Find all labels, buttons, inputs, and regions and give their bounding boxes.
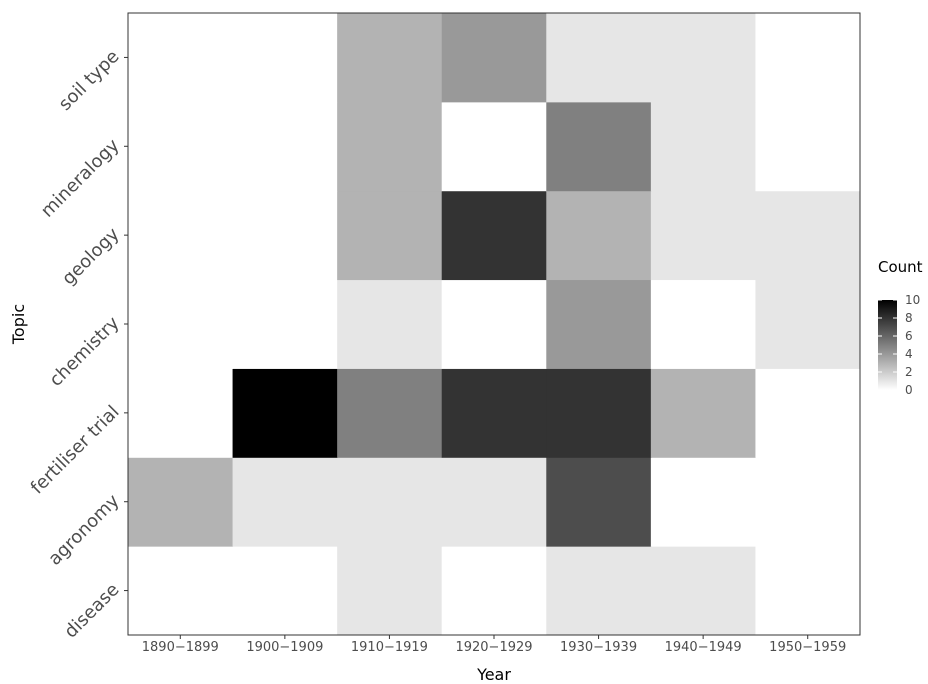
heatmap-cell xyxy=(128,190,234,281)
heatmap-cell xyxy=(755,101,861,192)
heatmap-cell xyxy=(650,279,756,369)
heatmap-cell xyxy=(337,457,443,547)
heatmap-cell xyxy=(441,457,547,547)
heatmap-cell xyxy=(755,190,861,281)
heatmap-cell xyxy=(755,368,861,458)
x-tick-label: 1950−1959 xyxy=(769,640,846,655)
heatmap-cell xyxy=(546,546,652,636)
x-tick-label: 1890−1899 xyxy=(142,640,219,655)
heatmap-cell xyxy=(232,279,338,369)
heatmap-cell xyxy=(546,101,652,192)
x-tick-label: 1920−1929 xyxy=(455,640,532,655)
heatmap-cell xyxy=(650,13,756,103)
heatmap-cell xyxy=(128,546,234,636)
heatmap-cell xyxy=(337,368,443,458)
legend-tick-label: 6 xyxy=(905,329,913,343)
heatmap-cells xyxy=(128,13,861,636)
x-tick-label: 1930−1939 xyxy=(560,640,637,655)
heatmap-cell xyxy=(650,368,756,458)
legend-title: Count xyxy=(878,258,923,276)
y-tick-label: soil type xyxy=(55,46,124,115)
heatmap-cell xyxy=(650,190,756,281)
heatmap-cell xyxy=(441,279,547,369)
heatmap-cell xyxy=(650,546,756,636)
heatmap-cell xyxy=(441,101,547,192)
heatmap-cell xyxy=(650,457,756,547)
x-tick-label: 1940−1949 xyxy=(665,640,742,655)
heatmap-cell xyxy=(337,13,443,103)
heatmap-cell xyxy=(232,368,338,458)
color-legend: Count 0 2 4 6 8 10 xyxy=(878,258,923,397)
heatmap-cell xyxy=(128,368,234,458)
y-tick-label: fertiliser trial xyxy=(27,402,124,499)
y-axis-title: Topic xyxy=(9,304,28,345)
heatmap-cell xyxy=(337,546,443,636)
x-tick-label: 1910−1919 xyxy=(351,640,428,655)
heatmap-cell xyxy=(441,368,547,458)
heatmap-cell xyxy=(755,457,861,547)
heatmap-cell xyxy=(128,457,234,547)
heatmap-cell xyxy=(232,457,338,547)
heatmap-cell xyxy=(232,190,338,281)
heatmap-cell xyxy=(232,101,338,192)
heatmap-cell xyxy=(337,190,443,281)
heatmap-cell xyxy=(546,457,652,547)
heatmap-cell xyxy=(441,546,547,636)
y-tick-label: chemistry xyxy=(45,312,123,390)
heatmap-cell xyxy=(546,368,652,458)
legend-tick-label: 8 xyxy=(905,311,913,325)
y-tick-label: geology xyxy=(58,224,124,290)
y-tick-label: mineralogy xyxy=(37,135,124,222)
y-tick-label: disease xyxy=(60,579,123,642)
legend-tick-label: 0 xyxy=(905,383,913,397)
legend-colorbar xyxy=(878,300,897,390)
heatmap-cell xyxy=(232,13,338,103)
heatmap-cell xyxy=(546,190,652,281)
heatmap-cell xyxy=(755,546,861,636)
heatmap-cell xyxy=(441,190,547,281)
heatmap-cell xyxy=(650,101,756,192)
heatmap-cell xyxy=(232,546,338,636)
legend-tick-label: 10 xyxy=(905,293,920,307)
heatmap-cell xyxy=(755,13,861,103)
x-tick-label: 1900−1909 xyxy=(246,640,323,655)
heatmap-cell xyxy=(546,13,652,103)
heatmap-cell xyxy=(546,279,652,369)
heatmap-cell xyxy=(755,279,861,369)
heatmap-cell xyxy=(128,279,234,369)
legend-tick-label: 2 xyxy=(905,365,913,379)
heatmap-cell xyxy=(337,101,443,192)
heatmap-cell xyxy=(441,13,547,103)
heatmap-cell xyxy=(337,279,443,369)
y-tick-label: agronomy xyxy=(44,490,123,569)
legend-tick-label: 4 xyxy=(905,347,913,361)
heatmap-cell xyxy=(128,101,234,192)
x-axis-ticks: 1890−1899 1900−1909 1910−1919 1920−1929 1930… xyxy=(142,635,846,655)
x-axis-title: Year xyxy=(476,665,511,680)
legend-ticks: 0 2 4 6 8 10 xyxy=(878,293,920,397)
heatmap-cell xyxy=(128,13,234,103)
